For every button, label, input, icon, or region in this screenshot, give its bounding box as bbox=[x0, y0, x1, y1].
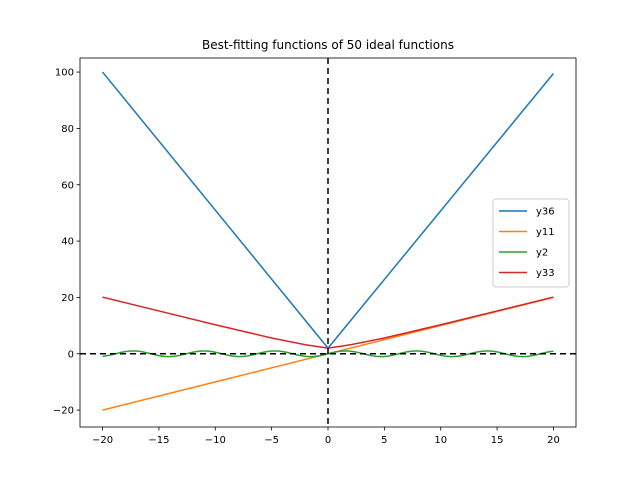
x-tick-label: 10 bbox=[434, 435, 447, 446]
y-tick-label: 20 bbox=[61, 293, 74, 304]
y-tick-label: −20 bbox=[53, 406, 74, 417]
y-tick-label: 60 bbox=[61, 180, 74, 191]
plot-area: −20 −15 −10 −5 0 5 10 15 20 −20 0 20 40 60 80 100 y36 y11… bbox=[53, 57, 577, 446]
legend-label-y2: y2 bbox=[536, 248, 548, 259]
x-tick-label: 15 bbox=[491, 435, 504, 446]
legend-label-y36: y36 bbox=[536, 207, 555, 218]
x-tick-label: −20 bbox=[92, 435, 113, 446]
x-tick-label: 20 bbox=[547, 435, 560, 446]
y-tick-label: 80 bbox=[61, 124, 74, 135]
y-tick-label: 0 bbox=[68, 349, 74, 360]
x-tick-label: −10 bbox=[205, 435, 226, 446]
chart-title: Best-fitting functions of 50 ideal funct… bbox=[202, 38, 454, 52]
y-tick-label: 100 bbox=[55, 68, 74, 79]
legend-label-y11: y11 bbox=[536, 227, 555, 238]
x-tick-label: −15 bbox=[148, 435, 169, 446]
legend-box bbox=[492, 198, 570, 288]
x-tick-label: −5 bbox=[264, 435, 279, 446]
x-tick-label: 5 bbox=[381, 435, 387, 446]
x-tick-label: 0 bbox=[325, 435, 331, 446]
legend-label-y33: y33 bbox=[536, 268, 555, 279]
y-tick-label: 40 bbox=[61, 237, 74, 248]
